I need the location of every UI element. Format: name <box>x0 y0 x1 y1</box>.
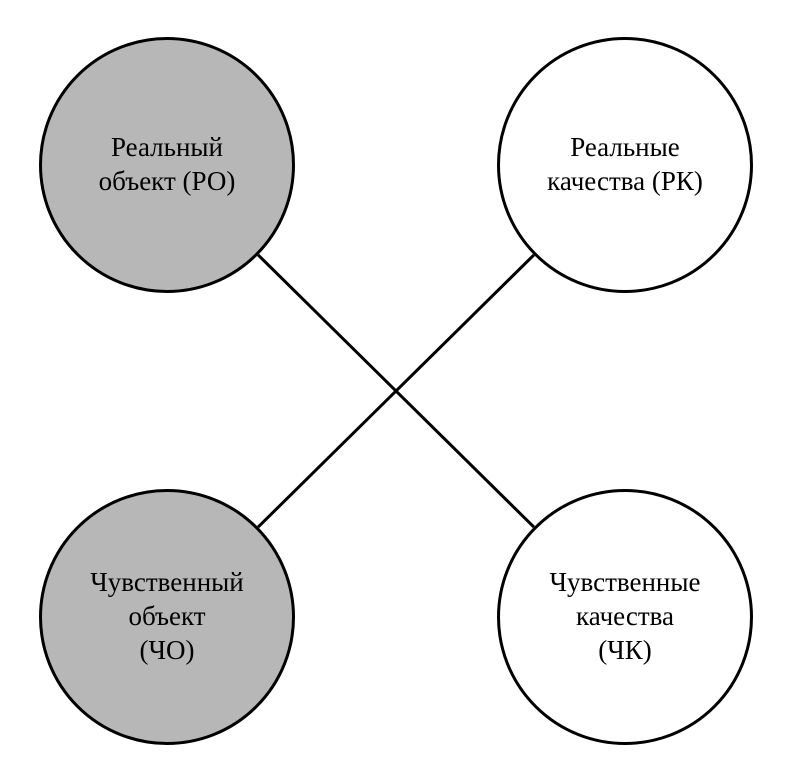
diagram-node-label: Реальный объект (РО) <box>99 131 236 199</box>
diagram-node-label: Чувственные качества (ЧК) <box>549 566 700 667</box>
diagram-node-ro: Реальный объект (РО) <box>39 37 295 293</box>
diagram-node-rk: Реальные качества (РК) <box>497 37 753 293</box>
diagram-canvas: Реальный объект (РО) Реальные качества (Р… <box>0 0 790 781</box>
diagram-node-label: Реальные качества (РК) <box>547 131 703 199</box>
diagram-node-label: Чувственный объект (ЧО) <box>90 566 243 667</box>
diagram-node-chk: Чувственные качества (ЧК) <box>497 489 753 745</box>
diagram-node-cho: Чувственный объект (ЧО) <box>39 489 295 745</box>
